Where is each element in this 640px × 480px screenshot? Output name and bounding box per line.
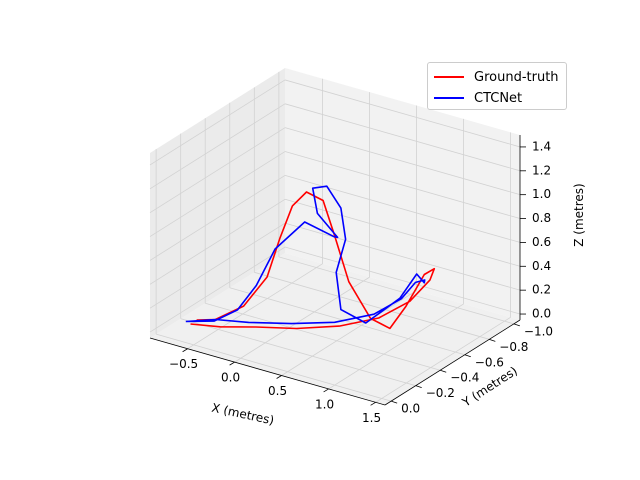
legend-swatch-ground-truth <box>434 76 464 78</box>
z-tick-label: 0.6 <box>532 235 551 249</box>
x-tick <box>323 388 329 393</box>
x-tick <box>182 348 188 353</box>
x-grid-floor <box>234 276 370 363</box>
z-axis-label: Z (metres) <box>572 183 586 246</box>
z-tick-label: 1.4 <box>532 139 551 153</box>
x-tick-label: 1.0 <box>315 397 334 411</box>
y-tick-label: −1.0 <box>524 324 553 338</box>
y-tick-label: 0.0 <box>401 402 420 416</box>
legend-item-ground-truth: Ground-truth <box>434 68 559 86</box>
y-grid-floor <box>180 318 416 387</box>
left-pane <box>150 68 285 338</box>
back-pane <box>285 68 520 320</box>
z-grid-back <box>284 103 521 172</box>
tick-labels: −0.5 0.0 0.5 1.0 1.5 −1.0 −0.8−0.6 −0.4−0.2 0.0 0… <box>169 139 553 424</box>
y-tick <box>415 385 422 389</box>
legend-swatch-ctcnet <box>434 97 464 99</box>
x-grid-floor <box>375 316 511 403</box>
y-grid-floor <box>205 302 441 371</box>
y-tick <box>391 400 398 404</box>
x-tick-label: −0.5 <box>169 357 198 371</box>
y-tick-label: −0.4 <box>450 371 479 385</box>
legend: Ground-truth CTCNet <box>427 62 567 110</box>
tick-marks <box>182 146 526 406</box>
y-tick-label: −0.8 <box>499 340 528 354</box>
y-grid-floor <box>278 256 514 325</box>
series-lines <box>185 185 436 330</box>
y-tick <box>513 323 520 327</box>
x-tick-label: 0.0 <box>221 371 240 385</box>
z-grid-left <box>149 222 286 309</box>
z-grid-back <box>284 198 521 267</box>
x-tick <box>276 375 282 379</box>
z-grid-left <box>149 127 286 214</box>
legend-label-ctcnet: CTCNet <box>474 90 523 106</box>
x-tick-label: 1.5 <box>362 411 381 425</box>
legend-item-ctcnet: CTCNet <box>434 89 522 107</box>
z-grid-left <box>149 151 286 237</box>
z-grid-left <box>149 246 286 333</box>
grid-lines <box>149 71 521 403</box>
x-tick-label: 0.5 <box>268 384 287 398</box>
z-tick-label: 0.2 <box>532 283 551 297</box>
x-axis-line <box>149 337 386 406</box>
z-grid-back <box>284 222 521 291</box>
x-tick <box>229 361 235 366</box>
x-grid-floor <box>328 303 464 390</box>
z-tick-label: 0.8 <box>532 211 551 225</box>
z-tick-label: 1.2 <box>532 163 551 177</box>
x-grid-floor <box>281 290 417 376</box>
z-grid-back <box>284 127 521 196</box>
y-tick-label: −0.2 <box>426 386 455 400</box>
y-tick <box>464 354 471 358</box>
axis-lines <box>149 135 521 406</box>
y-grid-floor <box>254 271 490 340</box>
y-tick <box>440 369 447 373</box>
y-tick <box>489 338 496 342</box>
series-line-1 <box>185 185 426 325</box>
z-grid-back <box>284 246 521 315</box>
z-grid-left <box>149 198 286 285</box>
z-grid-left <box>149 175 286 261</box>
z-tick-label: 1.0 <box>532 187 551 201</box>
series-line-0 <box>190 191 436 330</box>
z-grid-back <box>284 79 521 148</box>
z-grid-left <box>149 79 286 166</box>
y-axis-line <box>384 319 521 406</box>
x-axis-label: X (metres) <box>210 401 275 428</box>
y-grid-floor <box>156 333 392 402</box>
z-tick-label: 0.0 <box>532 307 551 321</box>
y-grid-floor <box>229 287 465 356</box>
legend-label-ground-truth: Ground-truth <box>474 69 559 85</box>
y-tick-label: −0.6 <box>475 355 504 369</box>
z-grid-back <box>284 151 521 219</box>
x-grid-floor <box>187 263 323 350</box>
z-grid-left <box>149 103 286 190</box>
x-tick <box>370 401 376 406</box>
z-tick-label: 0.4 <box>532 259 551 273</box>
